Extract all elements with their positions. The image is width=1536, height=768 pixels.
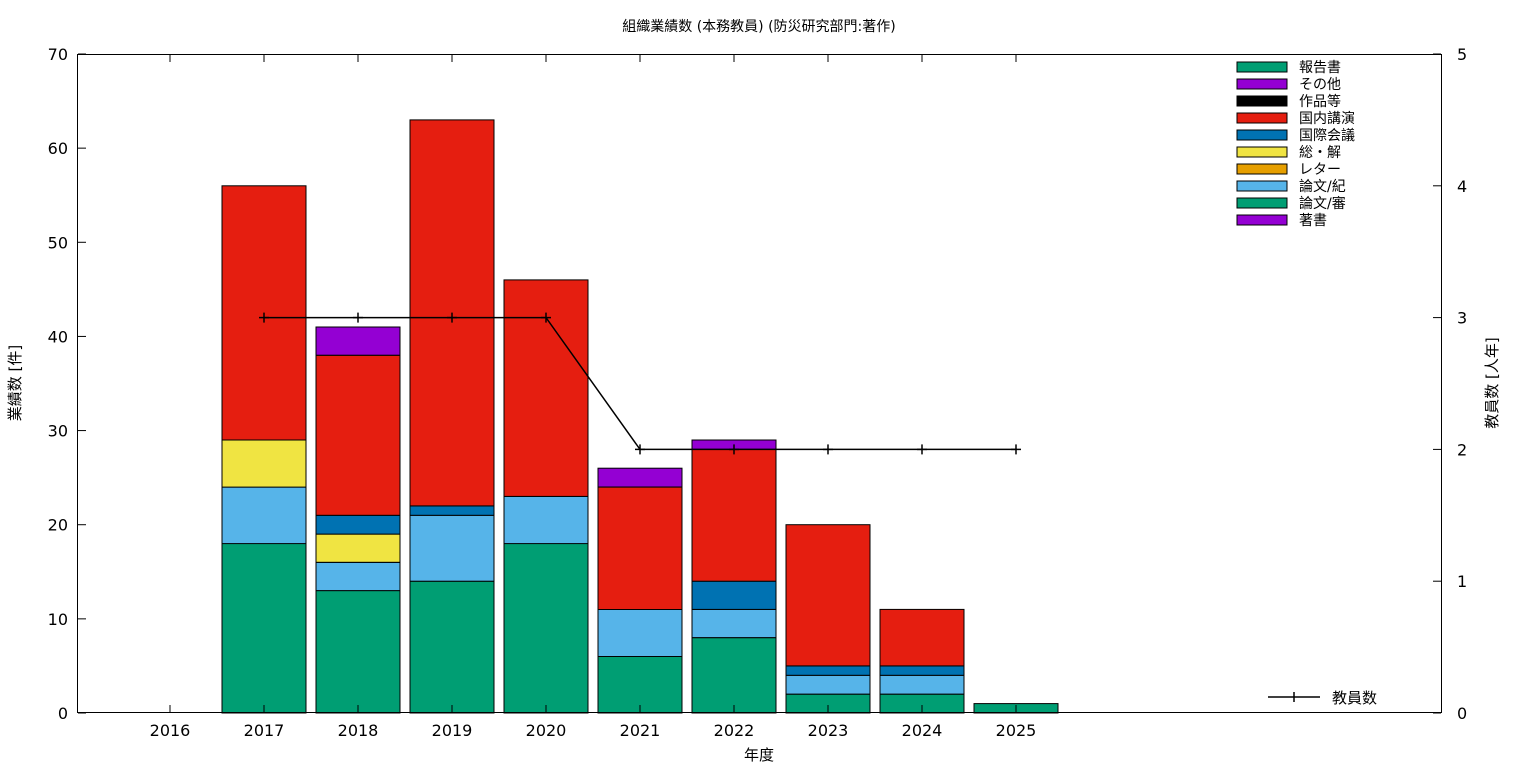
- line-layer: [259, 312, 1021, 455]
- bar-segment: [409, 580, 495, 714]
- legend-swatch: [1236, 197, 1288, 209]
- y-tick-label: 60: [48, 139, 68, 158]
- x-tick-label: 2020: [526, 721, 567, 740]
- x-tick-label: 2017: [244, 721, 285, 740]
- bar-segment: [503, 496, 589, 545]
- y-tick-label: 10: [48, 610, 68, 629]
- legend-label: レター: [1299, 162, 1341, 178]
- bar-segment: [785, 674, 871, 695]
- bar-segment: [691, 637, 777, 714]
- bar-segment: [597, 608, 683, 658]
- bar-segment: [221, 439, 307, 488]
- x-tick-label: 2018: [338, 721, 379, 740]
- x-tick-label: 2022: [714, 721, 755, 740]
- legend-swatch: [1236, 146, 1288, 158]
- legend-label: 国内講演: [1299, 111, 1355, 127]
- y2-tick-label: 3: [1457, 309, 1467, 328]
- y-axis-label: 業績数 [件]: [6, 345, 24, 421]
- plot-frame: [77, 54, 1442, 713]
- x-tick-label: 2021: [620, 721, 661, 740]
- legend-label: 著書: [1299, 213, 1327, 229]
- x-tick-label: 2019: [432, 721, 473, 740]
- legend-swatch: [1236, 180, 1288, 192]
- bar-segment: [315, 590, 401, 714]
- y-tick-label: 0: [58, 704, 68, 723]
- legend-swatch: [1236, 214, 1288, 226]
- bar-segment: [597, 656, 683, 714]
- legend-swatch: [1236, 129, 1288, 141]
- x-tick-label: 2023: [808, 721, 849, 740]
- legend-label: その他: [1299, 77, 1341, 93]
- bar-segment: [879, 674, 965, 695]
- legend-label: 論文/審: [1299, 196, 1346, 212]
- legend-label: 総・解: [1299, 145, 1341, 161]
- x-tick-label: 2025: [996, 721, 1037, 740]
- y2-tick-label: 1: [1457, 572, 1467, 591]
- legend-label: 国際会議: [1299, 127, 1355, 144]
- bar-segment: [691, 608, 777, 639]
- bar-segment: [691, 580, 777, 610]
- legend-swatch: [1236, 78, 1288, 90]
- bar-segment: [785, 665, 871, 676]
- bar-segment: [409, 514, 495, 582]
- line-legend: 教員数: [1268, 689, 1377, 707]
- legend-label: 報告書: [1299, 60, 1341, 76]
- bar-segment: [879, 665, 965, 676]
- y2-tick-label: 4: [1457, 177, 1467, 196]
- ticks-layer: 0 10 20 30 40 50 60 70 0 1 2 3 4 5 2016 2017 2018 2019 202…: [48, 45, 1468, 740]
- x-axis-label: 年度: [744, 746, 774, 764]
- y-tick-label: 20: [48, 516, 68, 535]
- bar-segment: [597, 467, 683, 488]
- chart-title: 組織業績数 (本務教員) (防災研究部門:著作): [622, 19, 895, 35]
- bar-segment: [503, 279, 589, 497]
- legend-swatch: [1236, 112, 1288, 124]
- legend-swatch: [1236, 163, 1288, 175]
- x-tick-label: 2024: [902, 721, 943, 740]
- y2-axis-label: 教員数 [人年]: [1483, 337, 1501, 428]
- y-tick-label: 30: [48, 422, 68, 441]
- bar-segment: [597, 486, 683, 611]
- y-tick-label: 70: [48, 45, 68, 64]
- bar-segment: [315, 561, 401, 592]
- bar-segment: [691, 448, 777, 582]
- legend-swatch: [1236, 95, 1288, 107]
- bar-segment: [315, 533, 401, 563]
- y2-tick-label: 2: [1457, 440, 1467, 459]
- legend-label: 作品等: [1299, 93, 1341, 110]
- bar-segment: [785, 524, 871, 667]
- bar-segment: [315, 354, 401, 516]
- bar-segment: [221, 543, 307, 714]
- line-legend-label: 教員数: [1332, 689, 1377, 707]
- bar-segment: [315, 326, 401, 356]
- x-tick-label: 2016: [150, 721, 191, 740]
- bar-segment: [503, 543, 589, 714]
- bar-segment: [879, 608, 965, 667]
- bars-layer: [221, 119, 1059, 714]
- legend-label: 論文/紀: [1299, 179, 1346, 195]
- legend-swatch: [1236, 61, 1288, 73]
- bar-segment: [409, 505, 495, 516]
- bar-segment: [221, 486, 307, 545]
- y-tick-label: 40: [48, 327, 68, 346]
- y2-tick-label: 5: [1457, 45, 1467, 64]
- bar-segment: [315, 514, 401, 535]
- y-tick-label: 50: [48, 233, 68, 252]
- y2-tick-label: 0: [1457, 704, 1467, 723]
